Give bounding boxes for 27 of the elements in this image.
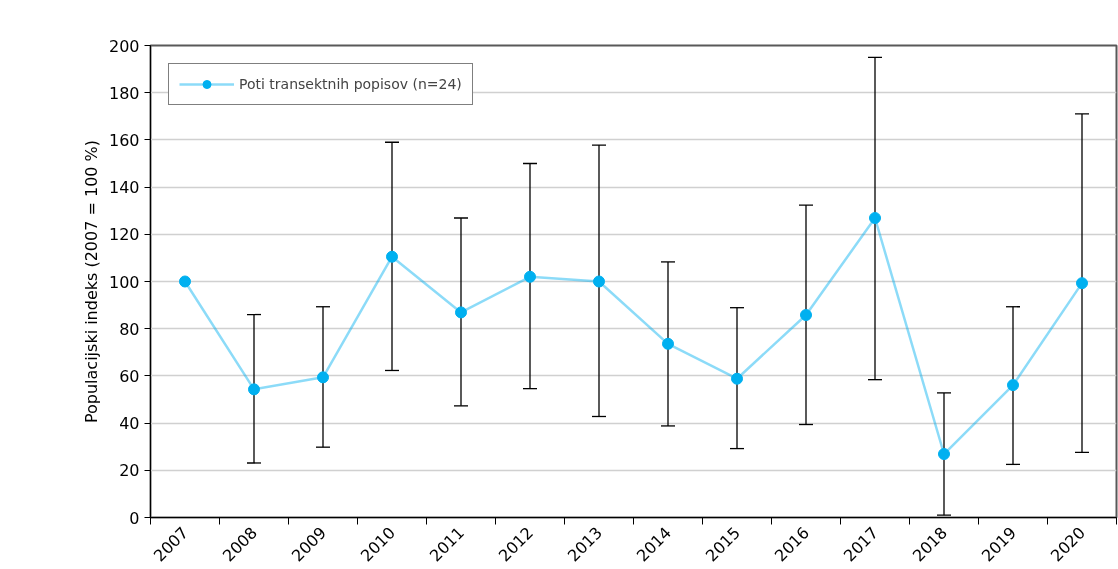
y-tick-label: 40: [119, 414, 140, 434]
point: [869, 212, 881, 225]
y-tick-label: 120: [108, 225, 140, 245]
y-tick-label: 200: [108, 36, 140, 56]
point: [662, 337, 674, 350]
y-tick-label: 140: [108, 178, 140, 198]
y-tick-label: 180: [108, 83, 140, 103]
point: [593, 275, 605, 288]
y-tick-label: 100: [108, 272, 140, 292]
point: [938, 448, 950, 461]
legend-label: Poti transektnih popisov (n=24): [239, 76, 462, 92]
y-tick-label: 0: [129, 508, 140, 528]
y-axis-title: Populacijski indeks (2007 = 100 %): [81, 139, 101, 424]
y-tick-label: 80: [119, 319, 140, 339]
y-tick-label: 60: [119, 366, 140, 386]
point: [1007, 379, 1019, 392]
point: [455, 306, 467, 319]
y-tick-label: 160: [108, 130, 140, 150]
point: [524, 270, 536, 283]
point: [731, 372, 743, 385]
y-tick-label: 20: [119, 461, 140, 481]
point: [386, 250, 398, 263]
point: [1076, 277, 1088, 290]
point: [179, 275, 191, 288]
point: [248, 383, 260, 396]
point: [800, 309, 812, 321]
point: [317, 371, 329, 384]
